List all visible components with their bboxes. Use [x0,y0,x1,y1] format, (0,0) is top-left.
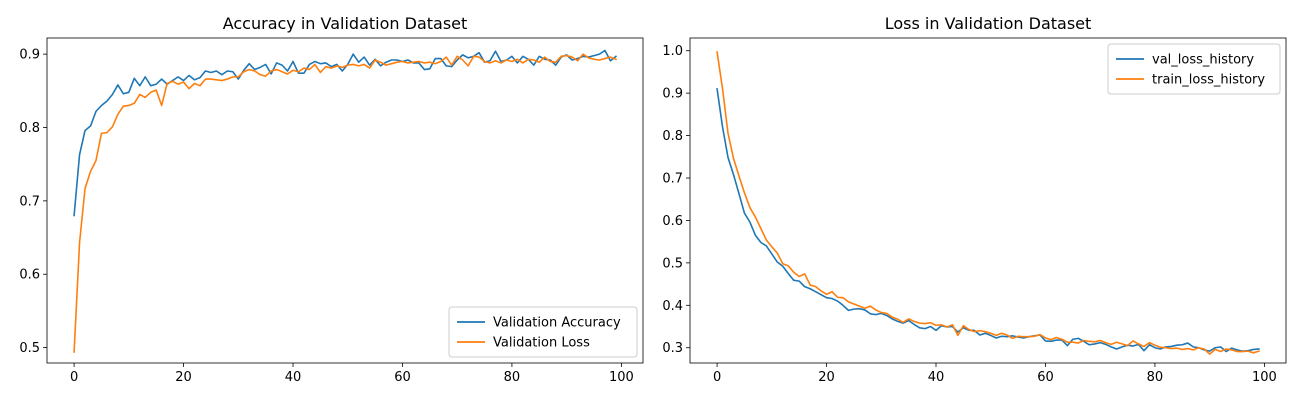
loss-y-tick-label: 0.5 [662,256,683,271]
loss-x-tick-label: 80 [1147,370,1164,385]
loss-x-tick-label: 60 [1037,370,1054,385]
accuracy-legend-box [448,306,638,358]
accuracy-x-tick-label: 0 [70,370,78,385]
accuracy-x-tick-label: 80 [504,370,521,385]
accuracy-y-tick-label: 0.6 [19,268,40,283]
accuracy-x-tick-label: 100 [609,370,634,385]
loss-y-tick-label: 0.3 [662,341,683,356]
accuracy-legend-label: Validation Accuracy [493,316,621,331]
loss-chart-title: Loss in Validation Dataset [885,14,1092,33]
loss-y-tick-label: 0.9 [662,87,683,102]
loss-series-line-blue [716,88,1260,353]
accuracy-chart-title: Accuracy in Validation Dataset [223,14,468,33]
loss-axes-frame [689,37,1287,364]
loss-legend-box [1107,43,1281,95]
accuracy-legend: Validation Accuracy Validation Loss [448,306,638,358]
accuracy-y-tick-label: 0.5 [19,341,40,356]
loss-x-tick-label: 0 [713,370,721,385]
accuracy-y-tick-label: 0.7 [19,194,40,209]
accuracy-legend-label: Validation Loss [493,336,590,351]
loss-x-tick-label: 20 [818,370,835,385]
loss-y-tick-label: 1.0 [662,44,683,59]
loss-y-tick-label: 0.8 [662,129,683,144]
accuracy-series-line-blue [73,49,618,217]
loss-y-tick-label: 0.4 [662,299,683,314]
loss-chart-panel: Loss in Validation Dataset 0 20 40 60 80 100 0… [662,14,1287,385]
accuracy-y-tick-label: 0.9 [19,48,40,63]
accuracy-chart-panel: Accuracy in Validation Dataset 0 20 40 60 80… [19,14,644,385]
accuracy-x-tick-label: 40 [285,370,302,385]
accuracy-x-tick-label: 20 [175,370,192,385]
loss-legend: val_loss_history train_loss_history [1107,43,1281,95]
accuracy-y-tick-label: 0.8 [19,121,40,136]
accuracy-x-tick-label: 60 [394,370,411,385]
loss-legend-label: val_loss_history [1152,53,1254,68]
loss-x-tick-label: 100 [1252,370,1277,385]
loss-y-tick-label: 0.6 [662,214,683,229]
loss-x-tick-label: 40 [928,370,945,385]
loss-y-tick-label: 0.7 [662,172,683,187]
loss-legend-label: train_loss_history [1152,73,1265,88]
accuracy-series-line-orange [73,53,617,353]
loss-series-line-orange [716,51,1260,355]
